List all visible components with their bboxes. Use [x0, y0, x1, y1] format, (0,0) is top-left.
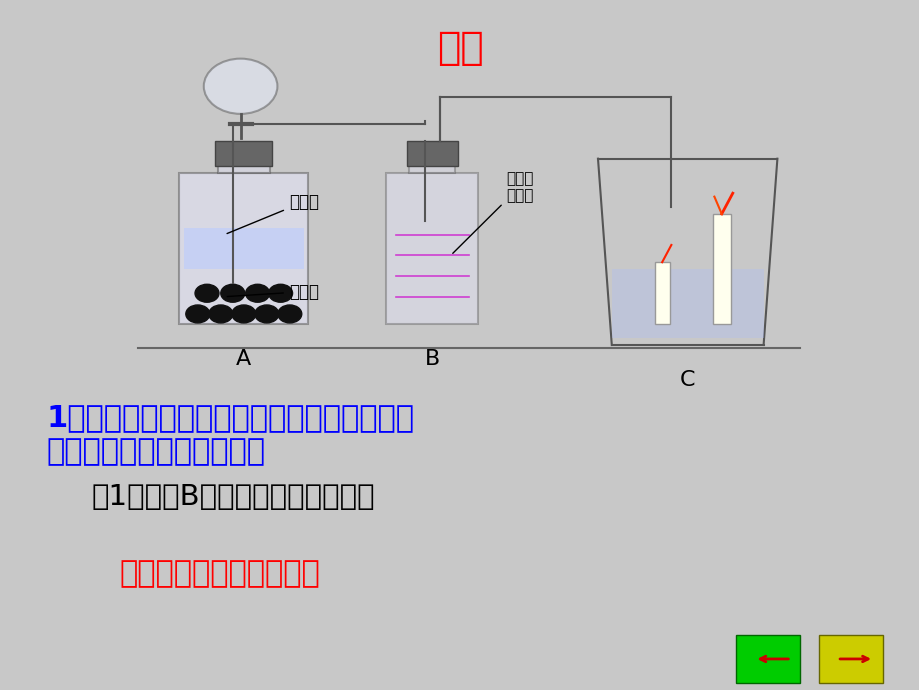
FancyBboxPatch shape	[611, 269, 763, 338]
FancyBboxPatch shape	[179, 172, 308, 324]
FancyBboxPatch shape	[215, 141, 272, 166]
FancyBboxPatch shape	[735, 635, 800, 683]
Circle shape	[255, 305, 278, 323]
Text: A: A	[236, 349, 251, 368]
Text: 紫色石
蕊试液: 紫色石 蕊试液	[452, 170, 533, 253]
Text: （1）装置B中出现的实验现象是：: （1）装置B中出现的实验现象是：	[92, 483, 375, 511]
FancyBboxPatch shape	[406, 141, 458, 166]
Text: B: B	[425, 349, 439, 368]
Circle shape	[209, 305, 233, 323]
FancyBboxPatch shape	[654, 262, 669, 324]
FancyBboxPatch shape	[184, 228, 303, 269]
Circle shape	[245, 284, 269, 302]
Circle shape	[268, 284, 292, 302]
Text: 大理石: 大理石	[227, 283, 319, 301]
FancyBboxPatch shape	[711, 214, 731, 324]
Circle shape	[204, 59, 278, 114]
FancyBboxPatch shape	[409, 145, 455, 172]
Text: 1、某学生用上图装置制取二氧化碳，并试验
它的性质，请回答下列问题: 1、某学生用上图装置制取二氧化碳，并试验 它的性质，请回答下列问题	[46, 404, 414, 466]
FancyBboxPatch shape	[218, 145, 269, 172]
Text: 紫色的石蕊试液变成红色: 紫色的石蕊试液变成红色	[119, 559, 320, 588]
FancyBboxPatch shape	[818, 635, 882, 683]
Text: 复习: 复习	[437, 29, 482, 68]
Circle shape	[186, 305, 210, 323]
Circle shape	[195, 284, 219, 302]
Text: 稀盐酸: 稀盐酸	[227, 193, 319, 233]
Circle shape	[221, 284, 244, 302]
Circle shape	[278, 305, 301, 323]
Circle shape	[232, 305, 255, 323]
Text: C: C	[679, 370, 695, 389]
FancyBboxPatch shape	[386, 172, 478, 324]
